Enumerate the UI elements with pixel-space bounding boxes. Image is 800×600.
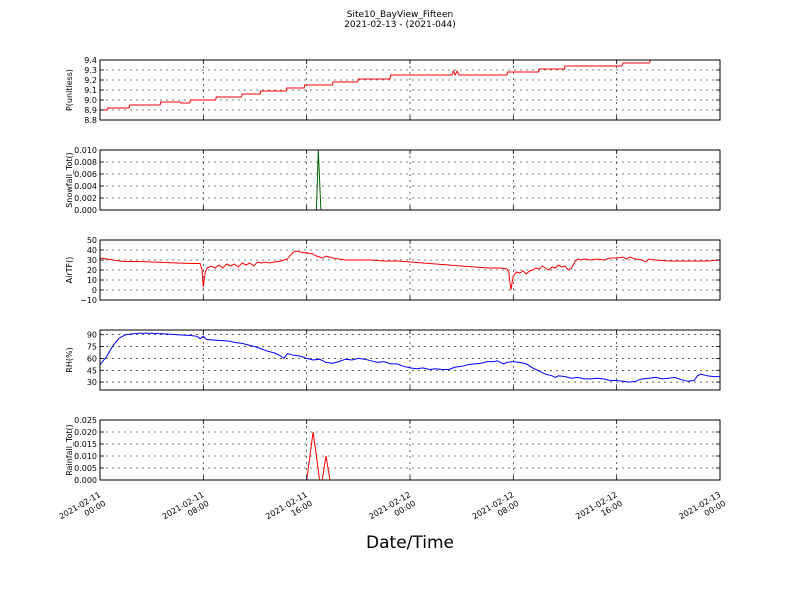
y-axis-label: Snowfall_Tot() xyxy=(65,152,74,208)
y-tick-label: 9.0 xyxy=(84,96,97,105)
y-tick-label: 90 xyxy=(87,331,97,340)
y-tick-label: 9.1 xyxy=(84,86,97,95)
y-tick-label: 50 xyxy=(87,236,97,245)
y-tick-label: 30 xyxy=(87,378,97,387)
chart-title-line2: 2021-02-13 - (2021-044) xyxy=(344,20,456,30)
y-axis-label: RH(%) xyxy=(65,347,74,372)
y-tick-label: 0 xyxy=(92,286,97,295)
y-axis-label: P(unitless) xyxy=(65,69,74,111)
y-tick-label: 0.005 xyxy=(74,464,97,473)
y-tick-label: 10 xyxy=(87,276,97,285)
y-tick-label: 8.9 xyxy=(84,106,97,115)
y-tick-label: −10 xyxy=(80,296,97,305)
y-tick-label: 9.2 xyxy=(84,76,97,85)
y-tick-label: 0.000 xyxy=(74,206,97,215)
y-tick-label: 0.010 xyxy=(74,452,97,461)
panel-snowfall: 0.000 0.002 0.004 0.006 0.008 0.010Snowfall_T… xyxy=(65,146,721,215)
panel-relative_humidity: 30 45 60 75 90 RH(%) xyxy=(65,329,721,391)
y-tick-label: 0.010 xyxy=(74,146,97,155)
y-tick-label: 0.002 xyxy=(74,194,97,203)
y-tick-label: 20 xyxy=(87,266,97,275)
series-line-relative_humidity xyxy=(99,332,720,383)
x-axis-label: Date/Time xyxy=(366,533,454,553)
y-tick-label: 30 xyxy=(87,256,97,265)
y-tick-label: 8.8 xyxy=(84,116,97,125)
y-tick-label: 0.004 xyxy=(74,182,97,191)
series-line-air_temp xyxy=(99,250,721,291)
y-tick-label: 0.025 xyxy=(74,416,97,425)
y-tick-label: 9.3 xyxy=(84,66,97,75)
y-tick-label: 0.008 xyxy=(74,158,97,167)
chart-title-line1: Site10_BayView_Fifteen xyxy=(346,10,454,20)
panel-rainfall: 0.000 0.005 0.010 0.015 0.020 0.025Rainfall_T… xyxy=(65,416,721,485)
series-line-pressure xyxy=(100,59,720,111)
y-tick-label: 9.4 xyxy=(84,56,97,65)
y-axis-label: AirTF() xyxy=(65,257,74,284)
y-tick-label: 75 xyxy=(87,343,97,352)
panel-pressure: 8.88.99.09.19.29.39.4 P(unitless) xyxy=(65,56,721,125)
y-tick-label: 0.020 xyxy=(74,428,97,437)
y-tick-label: 60 xyxy=(87,354,97,363)
y-axis-label: Rainfall_Tot() xyxy=(65,424,74,476)
y-tick-label: 0.006 xyxy=(74,170,97,179)
y-tick-label: 40 xyxy=(87,246,97,255)
y-tick-label: 0.015 xyxy=(74,440,97,449)
y-tick-label: 0.000 xyxy=(74,476,97,485)
y-tick-label: 45 xyxy=(87,366,97,375)
